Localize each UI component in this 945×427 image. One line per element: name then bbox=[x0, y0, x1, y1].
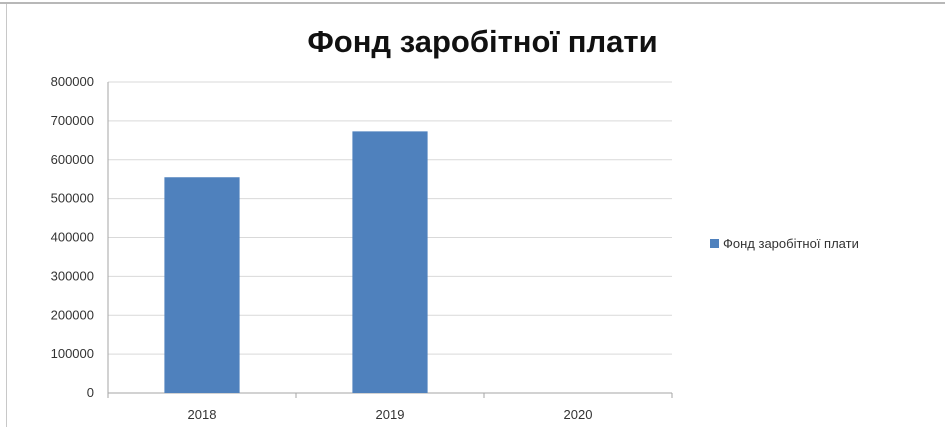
y-tick-label: 800000 bbox=[51, 74, 94, 89]
bar-2019 bbox=[352, 131, 428, 393]
x-tick-labels: 2018 2019 2020 bbox=[188, 407, 593, 422]
y-tick-label: 500000 bbox=[51, 191, 94, 206]
x-tick-label: 2018 bbox=[188, 407, 217, 422]
y-tick-labels: 0 100000 200000 300000 400000 500000 600000 700… bbox=[51, 74, 94, 400]
y-tick-label: 200000 bbox=[51, 307, 94, 322]
y-tick-label: 0 bbox=[87, 385, 94, 400]
legend-swatch bbox=[710, 239, 719, 248]
y-tick-label: 700000 bbox=[51, 113, 94, 128]
left-border bbox=[6, 4, 7, 427]
top-border bbox=[0, 2, 945, 4]
y-tick-label: 400000 bbox=[51, 230, 94, 245]
x-tick-label: 2019 bbox=[376, 407, 405, 422]
y-tick-label: 300000 bbox=[51, 268, 94, 283]
chart-title: Фонд заробітної плати bbox=[307, 24, 658, 59]
legend: Фонд заробітної плати bbox=[710, 236, 859, 251]
bar-layer bbox=[164, 131, 428, 393]
y-tick-label: 100000 bbox=[51, 346, 94, 361]
legend-label: Фонд заробітної плати bbox=[723, 236, 859, 251]
bar-2018 bbox=[164, 177, 240, 393]
y-tick-label: 600000 bbox=[51, 152, 94, 167]
x-tick-label: 2020 bbox=[564, 407, 593, 422]
chart-title-wrap: Фонд заробітної плати bbox=[0, 24, 945, 60]
